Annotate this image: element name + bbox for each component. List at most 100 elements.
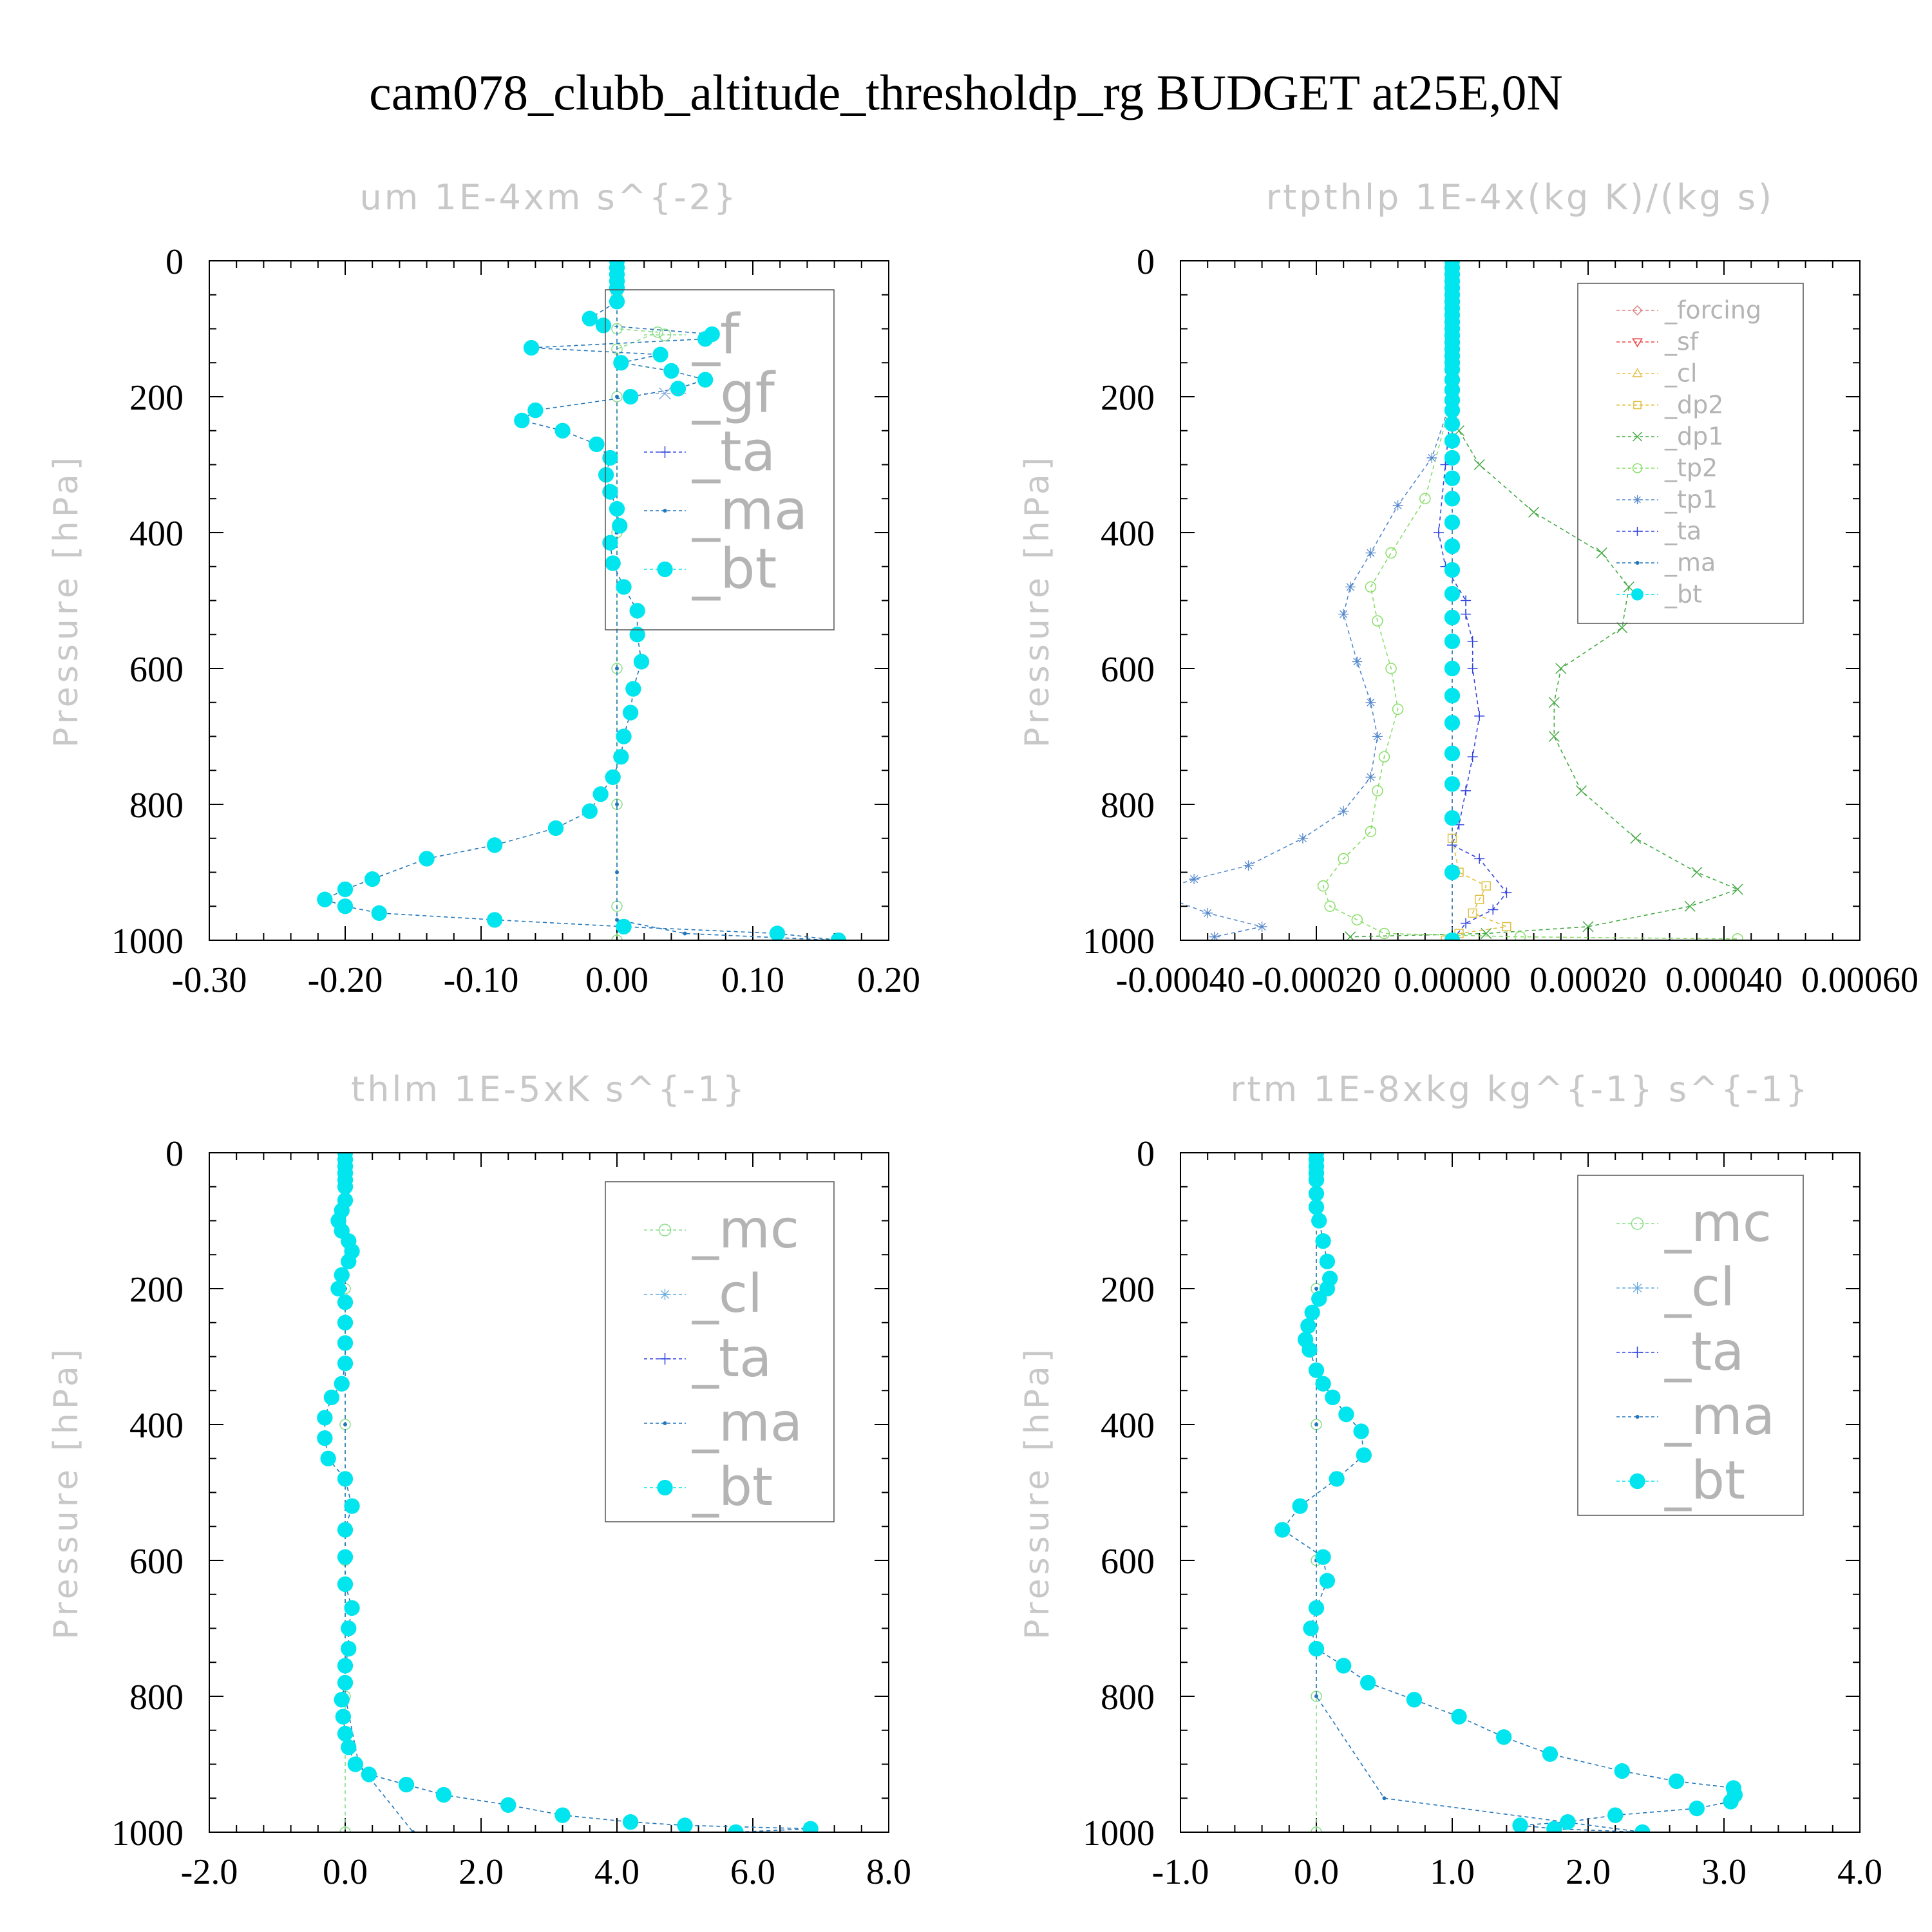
data-point: [1461, 595, 1472, 606]
data-point: [616, 728, 632, 744]
y-tick-label: 0: [1137, 242, 1155, 282]
data-point: [337, 1549, 354, 1565]
data-point: [337, 1725, 354, 1742]
x-tick-label: 2.0: [1566, 1852, 1611, 1892]
data-point: [1691, 866, 1703, 878]
data-point: [633, 654, 650, 670]
legend-label: _bt: [1664, 1450, 1745, 1511]
y-tick-label: 200: [129, 1270, 184, 1310]
x-tick-label: 8.0: [866, 1852, 911, 1892]
data-point: [1467, 636, 1478, 647]
data-point: [1365, 547, 1376, 558]
x-tick-label: 0.00060: [1801, 960, 1918, 1000]
y-tick-label: 0: [166, 1134, 184, 1174]
data-point: [1473, 459, 1485, 471]
y-tick-label: 600: [1101, 650, 1155, 690]
data-point: [1319, 1253, 1336, 1269]
series-line: [1316, 1153, 1643, 1832]
data-point: [1723, 1794, 1739, 1810]
plot-frame: [209, 1152, 889, 1833]
data-point: [1189, 874, 1200, 885]
legend: _forcing _sf _cl _dp2 _dp1 _tp2 _tp1 _ta _ma _bt: [1577, 283, 1804, 624]
y-axis-label: Pressure [hPa]: [1018, 453, 1057, 748]
data-point: [1314, 1694, 1318, 1698]
data-point: [341, 1620, 357, 1636]
data-point: [330, 1280, 346, 1297]
data-point: [602, 535, 618, 551]
data-point: [1496, 1729, 1512, 1745]
data-point: [1616, 622, 1628, 634]
data-point: [697, 331, 714, 347]
data-point: [1392, 703, 1404, 715]
legend-item-dp1: _dp1: [1616, 422, 1723, 451]
data-point: [1623, 581, 1634, 592]
data-point: [1372, 731, 1383, 742]
data-point: [1461, 609, 1472, 620]
plot-frame: [1180, 260, 1861, 941]
legend-marker: [1632, 463, 1643, 473]
y-tick-label: 0: [166, 242, 184, 282]
axis-ticks: [209, 1152, 889, 1833]
data-point: [317, 1410, 333, 1426]
data-point: [1444, 402, 1461, 419]
data-point: [1444, 810, 1461, 826]
data-point: [435, 1786, 452, 1803]
axis-ticks: [1180, 1152, 1861, 1833]
data-point: [1315, 1376, 1331, 1392]
x-tick-label: -0.30: [172, 960, 247, 1000]
legend-marker: [657, 1479, 673, 1496]
series-bt: [1274, 1153, 1743, 1832]
legend-marker: [1632, 305, 1643, 316]
x-tick-label: 0.00: [585, 960, 649, 1000]
data-point: [1315, 1233, 1331, 1249]
legend-label: _dp2: [1664, 391, 1723, 419]
legend-item-dp2: _dp2: [1616, 391, 1723, 419]
y-tick-label: 600: [129, 650, 184, 690]
data-point: [615, 870, 619, 875]
y-tick-label: 800: [1101, 786, 1155, 826]
data-point: [1382, 1796, 1387, 1801]
legend-marker: [1635, 1415, 1640, 1419]
data-point: [486, 912, 503, 928]
data-point: [337, 1179, 354, 1195]
legend-marker: [658, 328, 672, 341]
x-tick-label: -2.0: [181, 1852, 238, 1892]
y-tick-label: 800: [129, 1678, 184, 1718]
legend-item-ta: _ta: [644, 1328, 772, 1389]
y-tick-label: 1000: [1083, 922, 1155, 961]
data-point: [613, 355, 629, 371]
data-point: [1308, 1641, 1325, 1657]
legend-label: _ta: [692, 419, 775, 484]
data-point: [1444, 515, 1461, 531]
y-tick-label: 200: [129, 378, 184, 418]
data-point: [589, 436, 605, 452]
legend-box: [605, 1181, 835, 1522]
data-point: [341, 1253, 357, 1269]
data-point: [1426, 452, 1437, 463]
data-point: [622, 1814, 639, 1830]
legend-label: _dp1: [1664, 422, 1723, 451]
plot-area: [1180, 261, 1743, 940]
data-point: [1356, 1447, 1372, 1463]
legend-label: _f: [692, 302, 741, 366]
data-point: [1314, 1287, 1318, 1291]
legend-label: _ta: [1664, 517, 1701, 545]
data-point: [595, 317, 612, 334]
data-point: [683, 931, 687, 936]
legend-marker: [1631, 1217, 1644, 1230]
data-point: [1406, 1692, 1423, 1708]
data-point: [1546, 1821, 1562, 1832]
data-point: [1444, 660, 1461, 677]
y-tick-label: 400: [1101, 514, 1155, 554]
data-point: [1444, 450, 1461, 466]
data-point: [1614, 1763, 1630, 1779]
data-point: [1630, 833, 1642, 844]
data-point: [1444, 562, 1461, 578]
data-point: [1732, 884, 1743, 895]
data-point: [1542, 1746, 1558, 1762]
data-point: [1351, 914, 1363, 926]
data-point: [337, 898, 354, 914]
legend-marker: [658, 1224, 672, 1236]
data-point: [514, 412, 530, 429]
data-point: [616, 579, 632, 595]
